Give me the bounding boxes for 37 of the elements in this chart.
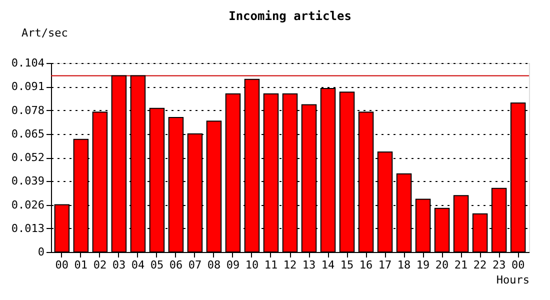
x-tick-label: 19 [416, 258, 430, 272]
x-tick-label: 20 [435, 258, 449, 272]
x-tick-label: 14 [321, 258, 336, 272]
y-tick-label: 0.091 [11, 80, 44, 94]
x-tick-label: 17 [378, 258, 392, 272]
y-tick-label: 0.052 [11, 151, 44, 164]
chart-title: Incoming articles [228, 9, 352, 23]
x-tick-label: 01 [74, 258, 88, 272]
x-tick-label: 09 [226, 258, 240, 272]
y-tick-label: 0.039 [11, 174, 44, 188]
y-tick-label: 0.065 [11, 127, 44, 140]
x-tick-label: 03 [112, 258, 126, 272]
y-tick-label: 0.026 [11, 198, 44, 212]
x-tick-label: 11 [264, 258, 278, 272]
x-tick-label: 22 [473, 258, 487, 272]
x-tick-label: 07 [188, 258, 202, 272]
y-tick-label: 0 [38, 246, 44, 258]
y-tick-label: 0.078 [11, 104, 44, 117]
x-tick-label: 00 [55, 258, 69, 272]
x-tick-label: 21 [454, 258, 468, 272]
x-tick-label: 16 [359, 258, 373, 272]
y-tick-label: 0.104 [11, 56, 45, 70]
x-tick-label: 05 [150, 258, 164, 272]
x-tick-label: 08 [207, 258, 221, 272]
x-tick-label: 23 [492, 258, 506, 272]
x-tick-label: 02 [93, 258, 107, 272]
x-tick-label: 00 [511, 258, 525, 272]
x-tick-label: 18 [397, 258, 411, 272]
x-tick-label: 10 [245, 258, 259, 272]
x-tick-label: 06 [169, 258, 183, 272]
y-tick-label: 0.013 [11, 222, 44, 235]
x-tick-label: 04 [131, 258, 145, 272]
x-axis-title: Hours [496, 274, 530, 286]
y-axis-title: Art/sec [22, 26, 68, 40]
x-tick-label: 13 [302, 258, 316, 272]
x-tick-label: 12 [283, 258, 297, 272]
x-tick-label: 15 [340, 258, 354, 272]
